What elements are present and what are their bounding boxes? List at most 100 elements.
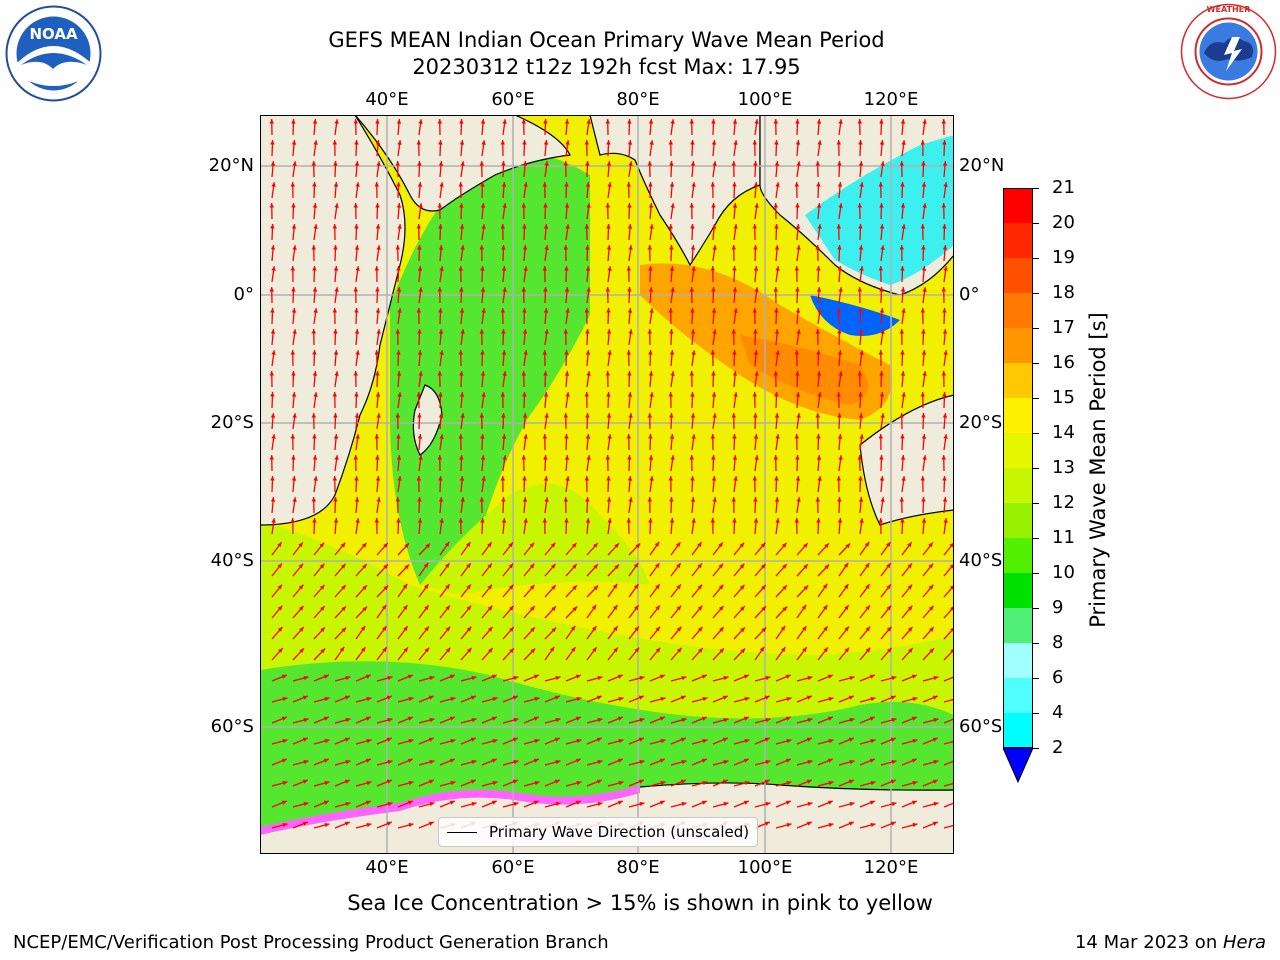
wave-arrow-head (375, 287, 380, 292)
wave-arrow-head (428, 821, 434, 826)
wave-arrow-head (865, 584, 870, 590)
wave-arrow-head (543, 392, 549, 397)
wave-arrow-head (522, 392, 527, 397)
wave-arrow-head (648, 434, 653, 439)
wave-arrow-head (597, 717, 603, 723)
wave-arrow-head (563, 497, 568, 502)
wave-arrow-head (459, 308, 465, 313)
wave-arrow-head (806, 737, 812, 742)
wave-arrow-head (345, 717, 351, 723)
wave-arrow-head (795, 203, 800, 208)
wave-arrow-head (922, 287, 927, 292)
wave-arrow-head (460, 161, 465, 166)
wave-arrow-head (878, 518, 883, 523)
wave-arrow-head (339, 646, 345, 652)
wave-arrow-head (344, 737, 350, 742)
wave-arrow-head (445, 626, 451, 632)
colorbar-tick-mark (1033, 503, 1039, 504)
wave-arrow-head (743, 674, 749, 679)
wave-arrow-head (585, 518, 591, 523)
wave-arrow-head (596, 695, 602, 700)
wave-arrow-head (312, 287, 318, 292)
wave-arrow-head (291, 476, 297, 481)
wave-arrow-head (299, 648, 304, 654)
wave-arrow-head (313, 224, 318, 229)
wave-arrow-head (382, 647, 387, 653)
wave-arrow-head (828, 780, 834, 786)
wave-arrow-head (543, 371, 548, 376)
wave-arrow-head (502, 203, 507, 208)
wave-arrow-head (500, 308, 505, 313)
wave-arrow-head (858, 329, 864, 334)
wave-arrow-head (802, 626, 807, 631)
wave-arrow-head (710, 350, 715, 355)
wave-arrow-head (417, 161, 422, 166)
wave-arrow-head (270, 476, 275, 481)
wave-arrow-head (739, 563, 745, 569)
wave-arrow-head (522, 245, 528, 250)
wave-arrow-head (907, 584, 913, 590)
wave-arrow-head (606, 476, 611, 481)
wave-arrow-head (366, 780, 372, 786)
wave-arrow-head (355, 182, 360, 187)
wave-arrow-head (668, 308, 673, 313)
wave-arrow-head (488, 648, 493, 653)
wave-arrow-head (298, 542, 303, 548)
wave-arrow-head (607, 182, 612, 187)
wave-arrow-head (565, 392, 570, 397)
wave-arrow-head (439, 182, 444, 187)
wave-arrow-head (701, 674, 707, 679)
wave-arrow-head (575, 674, 581, 679)
wave-arrow-head (731, 245, 736, 250)
wave-arrow-head (291, 140, 297, 145)
high-period-deep-orange-zone (740, 335, 868, 405)
wave-arrow-head (563, 329, 568, 334)
wave-arrow-head (928, 542, 933, 548)
wave-arrow-head (690, 161, 696, 166)
wave-arrow-head (271, 518, 276, 523)
wave-arrow-head (460, 497, 465, 502)
wave-arrow-head (701, 716, 707, 721)
wave-arrow-head (479, 161, 484, 166)
wave-arrow-head (858, 497, 864, 502)
wave-arrow-head (922, 455, 927, 460)
colorbar-tick-mark (1033, 188, 1039, 189)
wave-arrow-head (775, 182, 780, 187)
colorbar-tick-mark (1033, 713, 1039, 714)
wave-arrow-head (471, 717, 477, 723)
wave-arrow-head (838, 119, 843, 124)
wave-arrow-head (428, 737, 434, 742)
wave-arrow-head (794, 266, 799, 271)
wave-arrow-head (354, 413, 360, 418)
wave-arrow-head (278, 648, 283, 653)
wave-arrow-head (544, 497, 549, 502)
wave-arrow-head (933, 717, 939, 723)
wave-arrow-head (732, 287, 738, 292)
lat-tick-left-60s: 60°S (210, 716, 254, 737)
wave-arrow-head (585, 497, 590, 502)
wave-arrow-head (533, 716, 539, 721)
wave-arrow-head (774, 497, 780, 502)
wave-arrow-head (408, 822, 414, 828)
wave-arrow-head (291, 308, 297, 313)
wave-arrow-head (522, 329, 528, 334)
wave-arrow-head (417, 518, 423, 523)
wave-arrow-head (606, 329, 612, 334)
wave-arrow-head (626, 266, 631, 271)
wave-arrow-head (879, 287, 884, 292)
wave-arrow-head (460, 413, 465, 418)
colorbar-tick-label: 12 (1052, 492, 1075, 513)
wave-arrow-head (655, 647, 661, 653)
wave-arrow-head (521, 287, 526, 292)
wave-arrow-head (660, 780, 666, 786)
wave-arrow-head (543, 119, 548, 124)
wave-arrow-head (828, 696, 834, 702)
wave-arrow-head (444, 541, 450, 547)
wave-arrow-head (313, 140, 318, 145)
wave-arrow-head (774, 392, 779, 397)
wave-arrow-head (816, 518, 821, 523)
wave-arrow-head (816, 182, 821, 187)
wave-arrow-head (891, 801, 897, 807)
australia-landmass (859, 394, 955, 526)
wave-arrow-head (512, 737, 518, 742)
